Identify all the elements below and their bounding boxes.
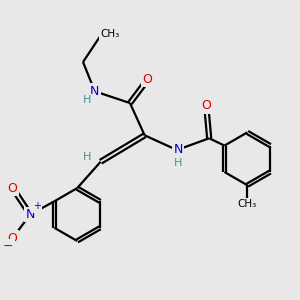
Text: O: O: [8, 232, 18, 244]
Text: H: H: [174, 158, 183, 168]
Text: CH₃: CH₃: [238, 199, 257, 209]
Text: O: O: [8, 182, 18, 195]
Text: +: +: [33, 201, 41, 211]
Text: H: H: [83, 152, 92, 162]
Text: O: O: [142, 73, 152, 86]
Text: H: H: [83, 95, 92, 105]
Text: CH₃: CH₃: [100, 29, 120, 39]
Text: N: N: [26, 208, 35, 221]
Text: O: O: [201, 100, 211, 112]
Text: N: N: [174, 143, 183, 157]
Text: −: −: [3, 240, 13, 253]
Text: N: N: [90, 85, 100, 98]
